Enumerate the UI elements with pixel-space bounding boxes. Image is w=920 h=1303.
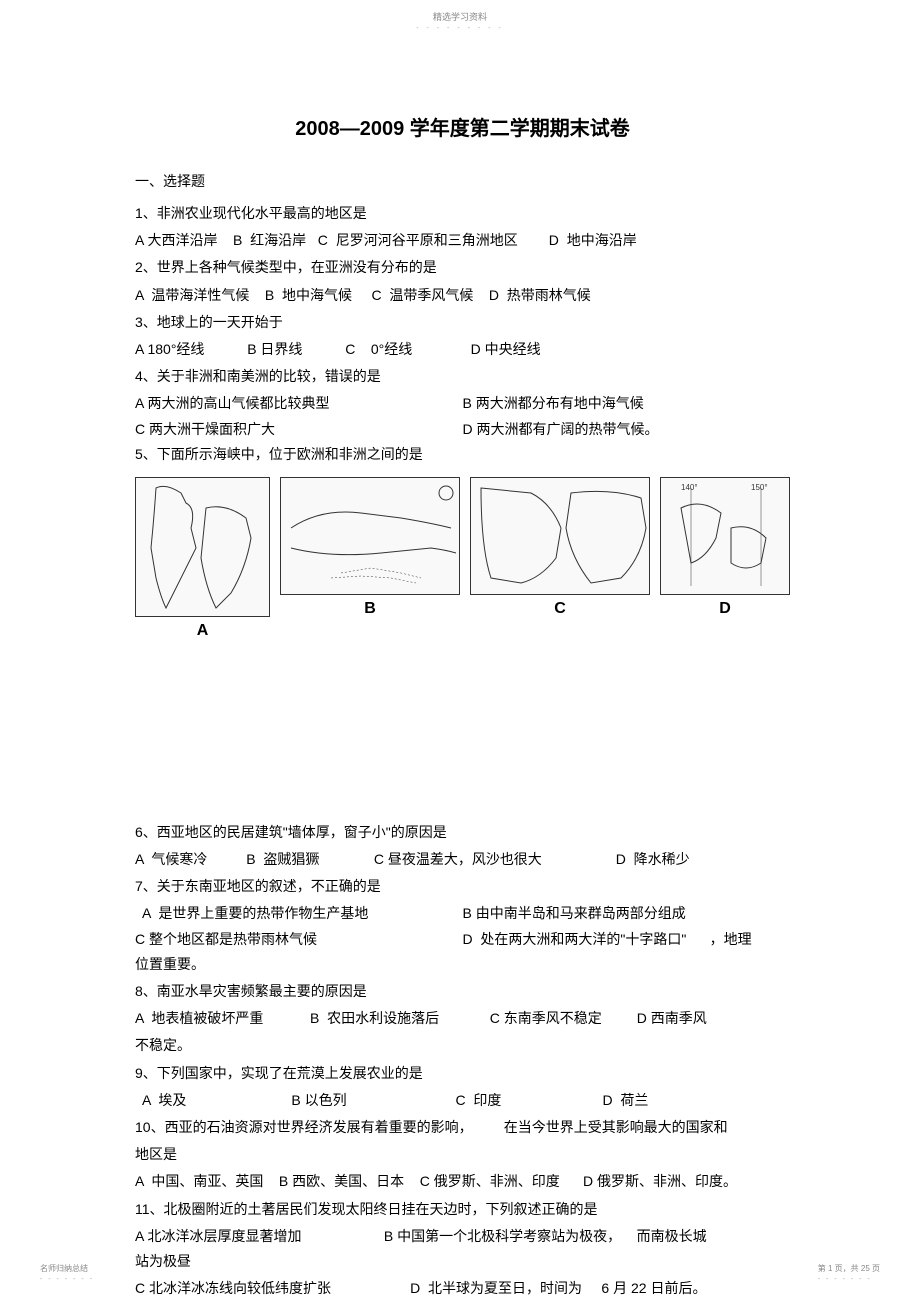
question-11-extra: 站为极昼 bbox=[135, 1249, 790, 1274]
map-image-b bbox=[280, 477, 460, 595]
question-1-options: A 大西洋沿岸 B 红海沿岸 C 尼罗河河谷平原和三角洲地区 D 地中海沿岸 bbox=[135, 228, 790, 253]
svg-text:140°: 140° bbox=[681, 483, 698, 492]
question-6-options: A 气候寒冷 B 盗贼猖獗 C 昼夜温差大，风沙也很大 D 降水稀少 bbox=[135, 847, 790, 872]
footer-left-dots: - - - - - - - bbox=[40, 1276, 94, 1283]
question-1: 1、非洲农业现代化水平最高的地区是 bbox=[135, 201, 790, 226]
footer-left-text: 名师归纳总结 bbox=[40, 1264, 88, 1273]
map-d-wrapper: 140° 150° D bbox=[660, 477, 790, 640]
map-image-c bbox=[470, 477, 650, 595]
map-label-a: A bbox=[197, 622, 209, 640]
question-8: 8、南亚水旱灾害频繁最主要的原因是 bbox=[135, 979, 790, 1004]
section-heading: 一、选择题 bbox=[135, 171, 790, 191]
question-7-opt-d: D 处在两大洲和两大洋的"十字路口" ，地理 bbox=[463, 927, 791, 952]
question-7: 7、关于东南亚地区的叙述，不正确的是 bbox=[135, 874, 790, 899]
question-7-row1: A 是世界上重要的热带作物生产基地 B 由中南半岛和马来群岛两部分组成 bbox=[135, 901, 790, 926]
main-content: 2008—2009 学年度第二学期期末试卷 一、选择题 1、非洲农业现代化水平最… bbox=[0, 112, 920, 1301]
map-label-b: B bbox=[364, 600, 376, 618]
question-8-extra: 不稳定。 bbox=[135, 1033, 790, 1058]
question-11-row1: A 北冰洋冰层厚度显著增加 B 中国第一个北极科学考察站为极夜， 而南极长城 bbox=[135, 1224, 790, 1249]
question-11-opt-c: C 北冰洋冰冻线向较低纬度扩张 bbox=[135, 1276, 410, 1301]
map-label-c: C bbox=[554, 600, 566, 618]
footer-left: 名师归纳总结 - - - - - - - bbox=[40, 1263, 94, 1283]
footer-right: 第 1 页，共 25 页 - - - - - - - bbox=[818, 1263, 880, 1283]
question-7-opt-c: C 整个地区都是热带雨林气候 bbox=[135, 927, 463, 952]
map-image-a bbox=[135, 477, 270, 617]
question-4-opt-a: A 两大洲的高山气候都比较典型 bbox=[135, 391, 463, 416]
question-9-options: A 埃及 B 以色列 C 印度 D 荷兰 bbox=[135, 1088, 790, 1113]
question-6: 6、西亚地区的民居建筑"墙体厚，窗子小"的原因是 bbox=[135, 820, 790, 845]
question-4: 4、关于非洲和南美洲的比较，错误的是 bbox=[135, 364, 790, 389]
question-4-opt-c: C 两大洲干燥面积广大 bbox=[135, 417, 463, 442]
map-a-wrapper: A bbox=[135, 477, 270, 640]
page-header-dots: - - - - - - - - - bbox=[0, 25, 920, 32]
question-3-options: A 180°经线 B 日界线 C 0°经线 D 中央经线 bbox=[135, 337, 790, 362]
footer-right-text: 第 1 页，共 25 页 bbox=[818, 1264, 880, 1273]
question-11-row2: C 北冰洋冰冻线向较低纬度扩张 D 北半球为夏至日，时间为 6 月 22 日前后… bbox=[135, 1276, 790, 1301]
svg-text:150°: 150° bbox=[751, 483, 768, 492]
map-image-d: 140° 150° bbox=[660, 477, 790, 595]
map-c-wrapper: C bbox=[470, 477, 650, 640]
question-11-opt-b: B 中国第一个北极科学考察站为极夜， 而南极长城 bbox=[384, 1224, 790, 1249]
question-11-opt-d: D 北半球为夏至日，时间为 6 月 22 日前后。 bbox=[410, 1276, 790, 1301]
exam-title: 2008—2009 学年度第二学期期末试卷 bbox=[135, 112, 790, 141]
footer-right-dots: - - - - - - - bbox=[818, 1276, 872, 1283]
question-10-options: A 中国、南亚、英国 B 西欧、美国、日本 C 俄罗斯、非洲、印度 D 俄罗斯、… bbox=[135, 1169, 790, 1194]
question-2-options: A 温带海洋性气候 B 地中海气候 C 温带季风气候 D 热带雨林气候 bbox=[135, 283, 790, 308]
question-7-opt-a: A 是世界上重要的热带作物生产基地 bbox=[135, 901, 463, 926]
question-4-row1: A 两大洲的高山气候都比较典型 B 两大洲都分布有地中海气候 bbox=[135, 391, 790, 416]
question-4-opt-d: D 两大洲都有广阔的热带气候。 bbox=[463, 417, 791, 442]
map-label-d: D bbox=[719, 600, 731, 618]
question-2: 2、世界上各种气候类型中，在亚洲没有分布的是 bbox=[135, 255, 790, 280]
question-4-row2: C 两大洲干燥面积广大 D 两大洲都有广阔的热带气候。 bbox=[135, 417, 790, 442]
question-8-options: A 地表植被破坏严重 B 农田水利设施落后 C 东南季风不稳定 D 西南季风 bbox=[135, 1006, 790, 1031]
question-11: 11、北极圈附近的土著居民们发现太阳终日挂在天边时，下列叙述正确的是 bbox=[135, 1197, 790, 1222]
question-10-extra: 地区是 bbox=[135, 1142, 790, 1167]
question-7-opt-b: B 由中南半岛和马来群岛两部分组成 bbox=[463, 901, 791, 926]
question-7-row2: C 整个地区都是热带雨林气候 D 处在两大洲和两大洋的"十字路口" ，地理 bbox=[135, 927, 790, 952]
page-header-text: 精选学习资料 bbox=[0, 10, 920, 23]
question-10: 10、西亚的石油资源对世界经济发展有着重要的影响， 在当今世界上受其影响最大的国… bbox=[135, 1115, 790, 1140]
map-b-wrapper: B bbox=[280, 477, 460, 640]
question-3: 3、地球上的一天开始于 bbox=[135, 310, 790, 335]
question-7-extra: 位置重要。 bbox=[135, 952, 790, 977]
map-images-row: A B C bbox=[135, 477, 790, 640]
question-11-opt-a: A 北冰洋冰层厚度显著增加 bbox=[135, 1224, 384, 1249]
question-9: 9、下列国家中，实现了在荒漠上发展农业的是 bbox=[135, 1061, 790, 1086]
question-5: 5、下面所示海峡中，位于欧洲和非洲之间的是 bbox=[135, 442, 790, 467]
question-4-opt-b: B 两大洲都分布有地中海气候 bbox=[463, 391, 791, 416]
